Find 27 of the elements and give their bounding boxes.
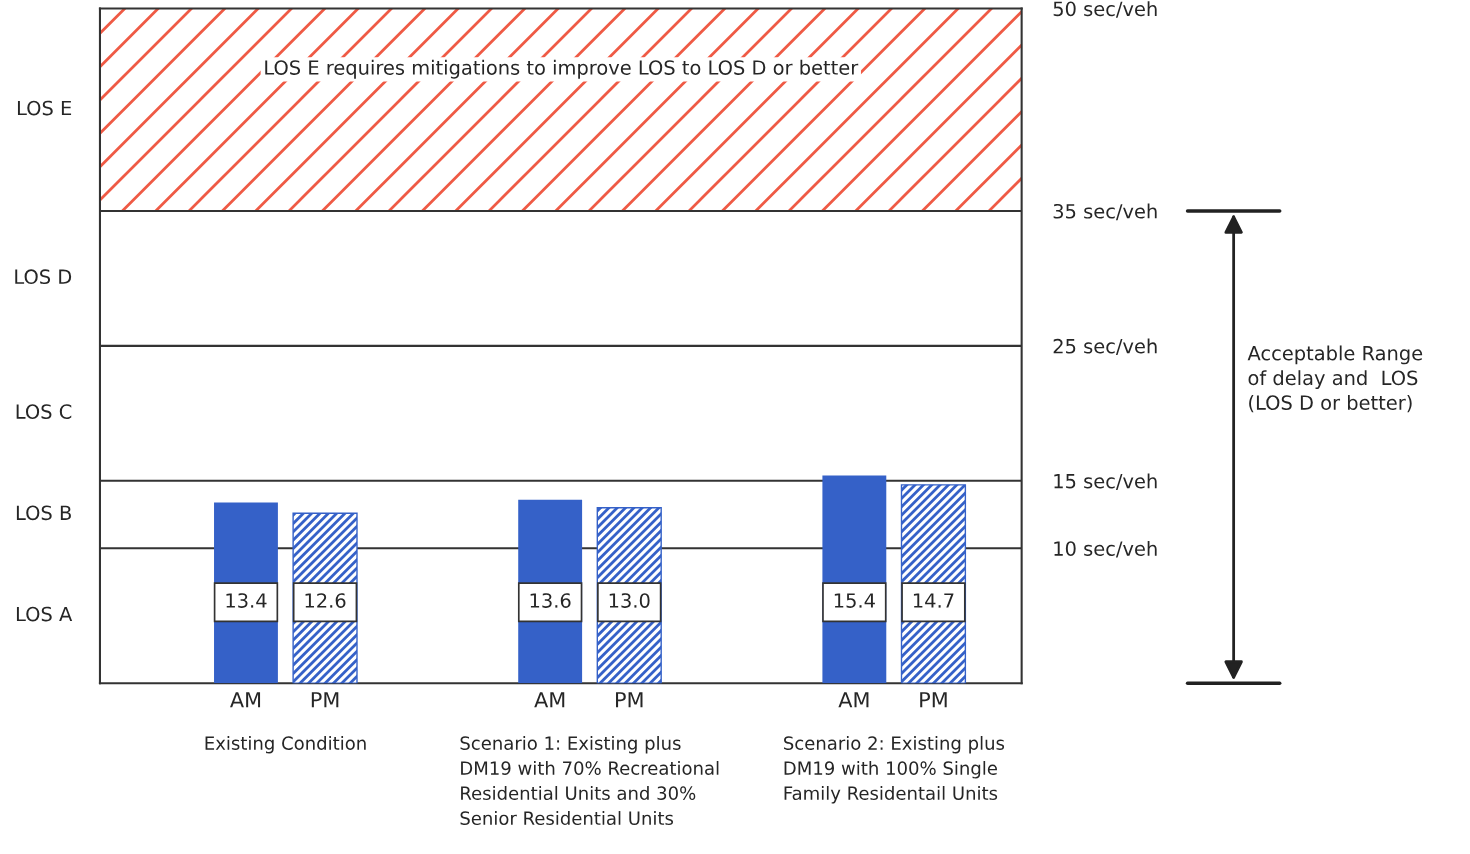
band-label: LOS E requires mitigations to improve LOS to LOS D or better (265, 59, 859, 79)
text: LOS E (17, 100, 72, 116)
text: LOS B (16, 505, 71, 521)
y-tick-label: 35 sec/veh (1053, 203, 1157, 221)
text: 13.6 (530, 593, 571, 608)
text: Acceptable Range of delay and LOS (LOS D or better) (1247, 345, 1423, 413)
x-tick-label: Scenario 2: Existing plus DM19 with 100% Single Family Residentail Units (784, 735, 1005, 804)
text: 13.4 (226, 593, 267, 608)
x-tick-label: Existing Condition (205, 735, 366, 754)
y-tick-label: 25 sec/veh (1053, 338, 1157, 356)
text: 12.6 (305, 593, 346, 608)
text: AM (838, 692, 869, 708)
text: 15.4 (834, 593, 875, 608)
y-tick-label: 50 sec/veh (1053, 1, 1157, 18)
y-tick-label: 15 sec/veh (1054, 473, 1157, 490)
x-tick-label: Scenario 1: Existing plus DM19 with 70% Recreational Residential Units and 30% Senior Residential Units (460, 735, 719, 826)
series-label: AM (230, 692, 261, 708)
text: 13.0 (609, 593, 650, 608)
series-label: PM (311, 692, 339, 708)
text: LOS D (15, 269, 72, 285)
text: LOS A (16, 606, 73, 622)
text: AM (534, 692, 565, 708)
text: 14.7 (913, 593, 954, 608)
text: PM (920, 692, 947, 708)
y-tick-label: 10 sec/veh (1054, 540, 1157, 558)
text: LOS C (16, 404, 72, 419)
text: PM (616, 692, 643, 708)
